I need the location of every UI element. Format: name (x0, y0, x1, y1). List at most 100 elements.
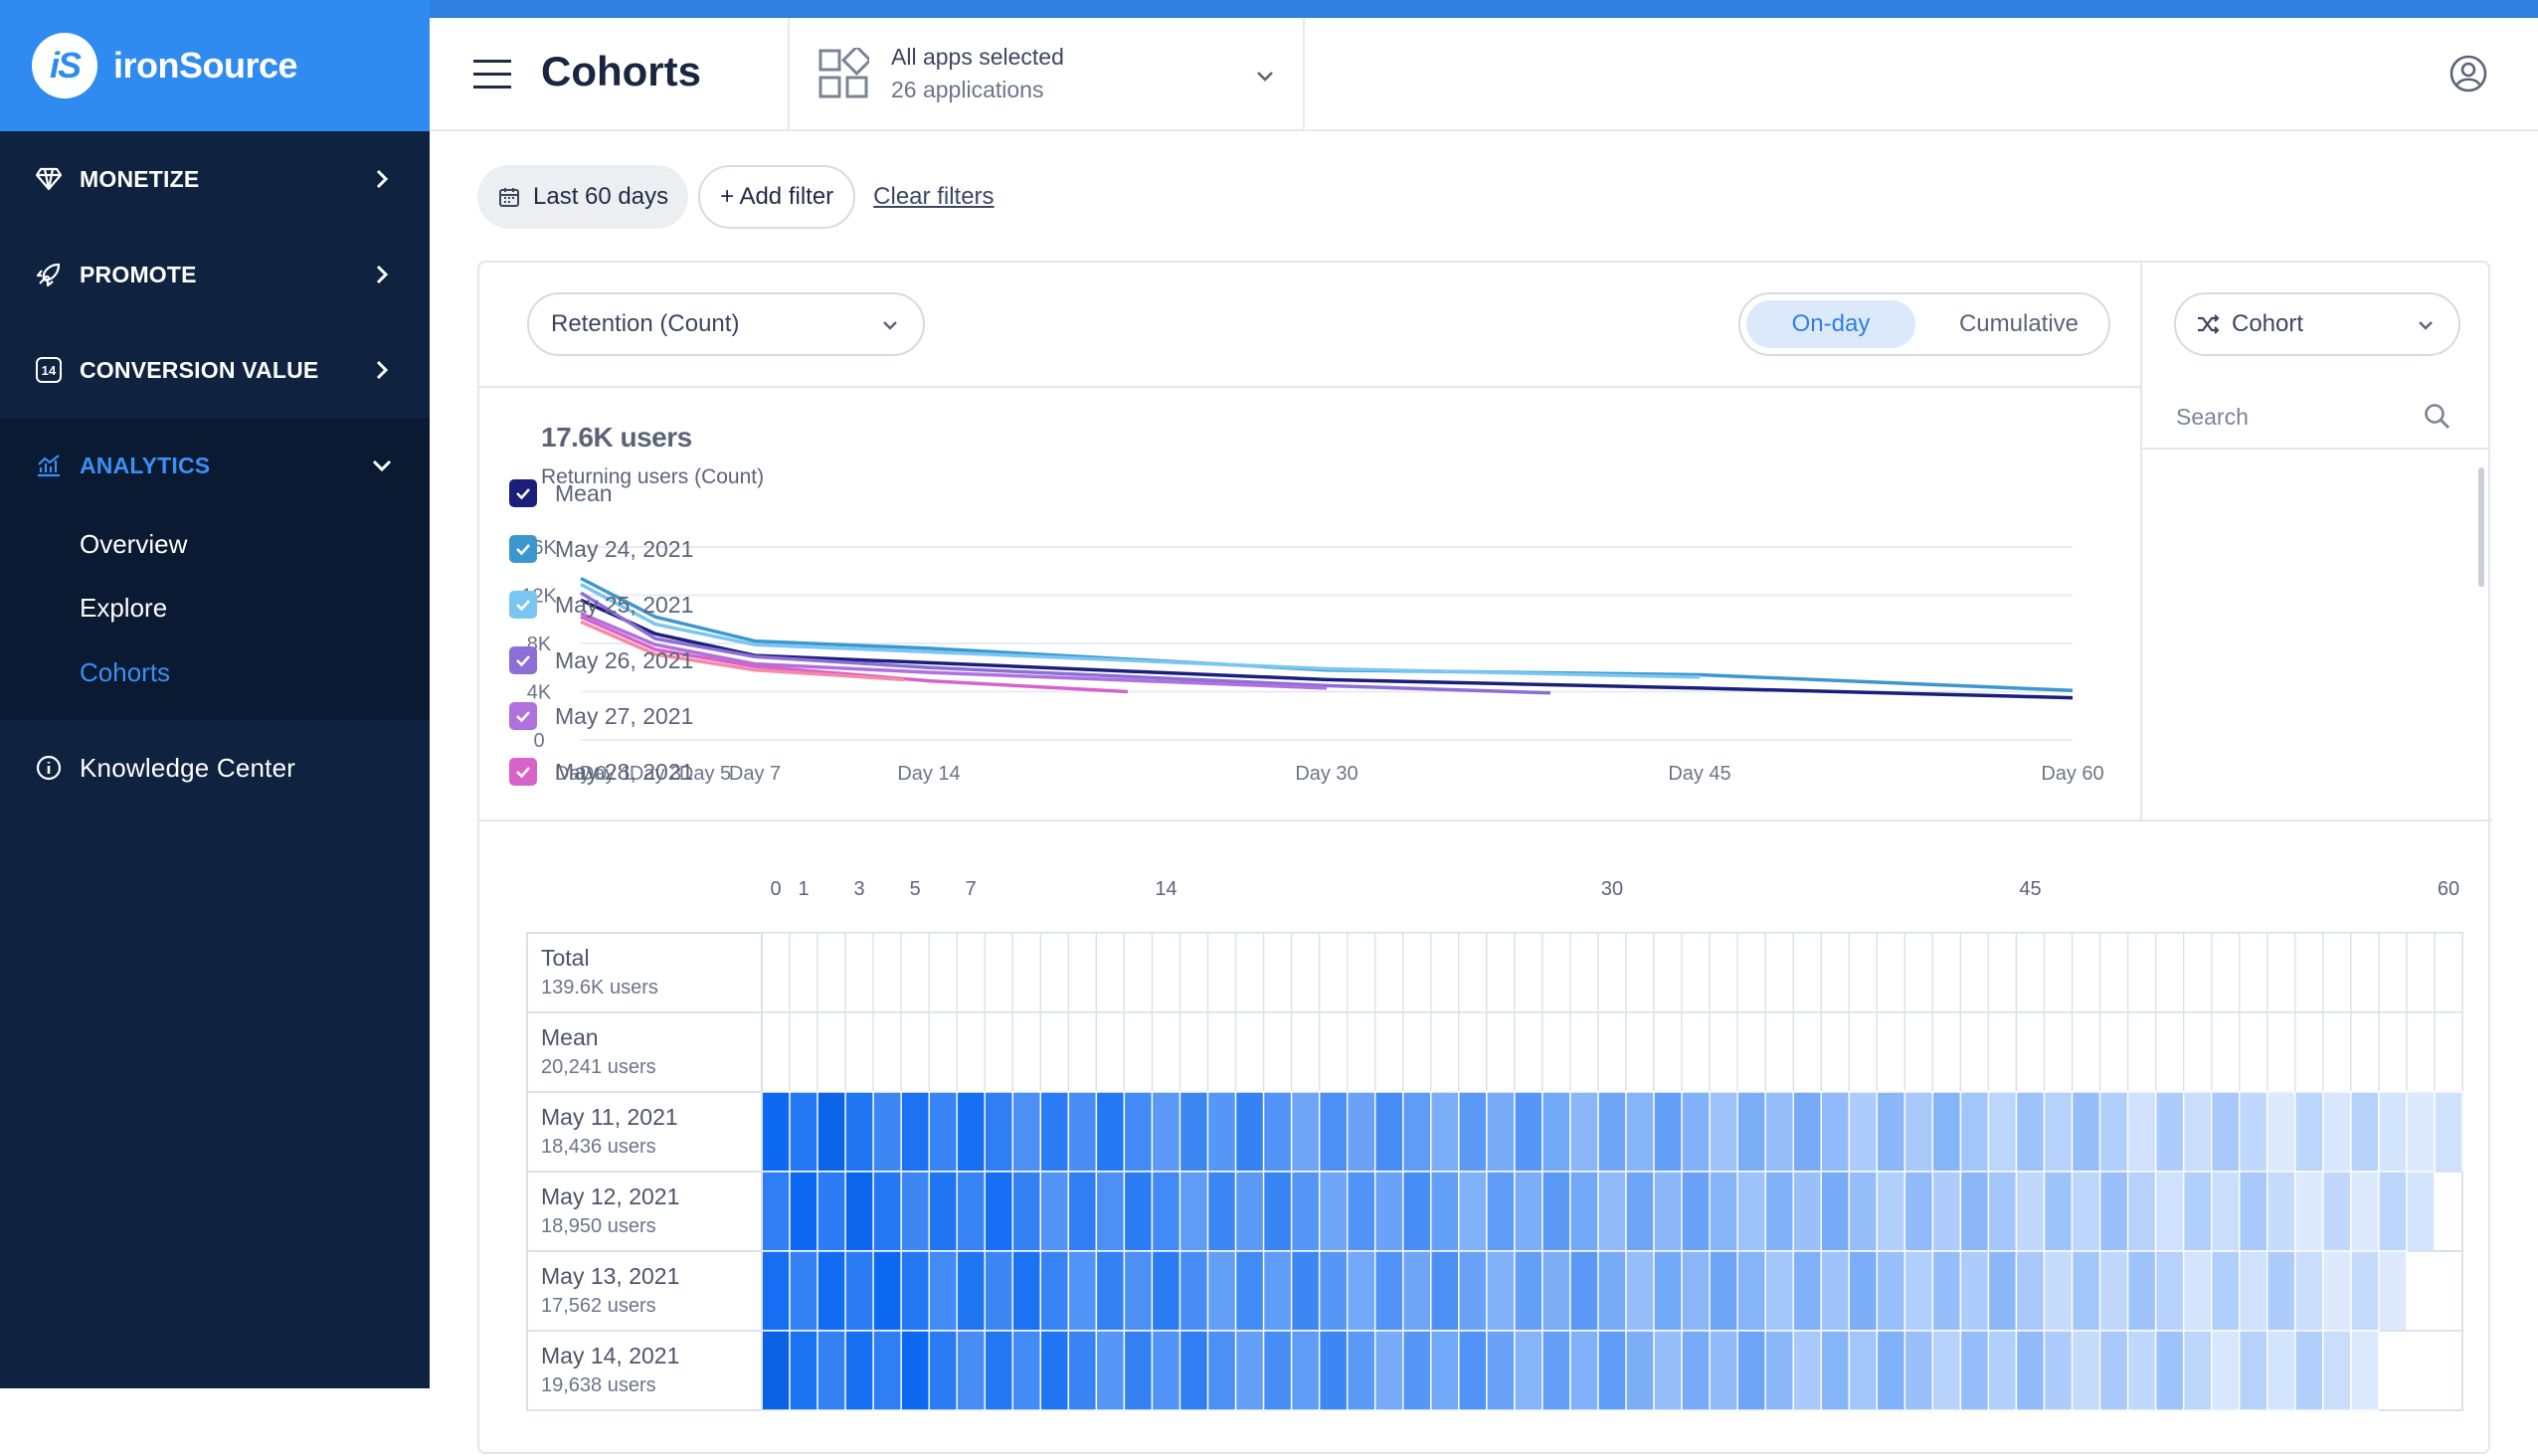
heatmap-cell[interactable] (1514, 1011, 1543, 1093)
legend-item[interactable]: May 25, 2021 (509, 585, 693, 625)
heatmap-cell[interactable] (1123, 1330, 1154, 1411)
series-line[interactable] (580, 620, 905, 682)
heatmap-cell[interactable] (1848, 932, 1879, 1013)
heatmap-cell[interactable] (2098, 932, 2129, 1013)
heatmap-cell[interactable] (1597, 1171, 1627, 1252)
heatmap-cell[interactable] (2182, 1330, 2213, 1411)
heatmap-cell[interactable] (956, 1011, 986, 1093)
menu-icon[interactable] (473, 60, 511, 90)
heatmap-cell[interactable] (1653, 1011, 1683, 1093)
heatmap-cell[interactable] (1402, 1091, 1432, 1173)
heatmap-cell[interactable] (1820, 932, 1850, 1013)
heatmap-cell[interactable] (984, 1171, 1013, 1252)
heatmap-cell[interactable] (2266, 1091, 2296, 1173)
heatmap-cell[interactable] (2350, 1330, 2380, 1411)
heatmap-cell[interactable] (1067, 932, 1098, 1013)
heatmap-cell[interactable] (2322, 1011, 2352, 1093)
heatmap-cell[interactable] (1736, 1171, 1766, 1252)
heatmap-cell[interactable] (1318, 1171, 1349, 1252)
checkbox-checked-icon[interactable] (509, 479, 537, 507)
heatmap-cell[interactable] (1569, 932, 1599, 1013)
heatmap-cell[interactable] (1123, 1250, 1154, 1332)
heatmap-cell[interactable] (1430, 1330, 1460, 1411)
subnav-explore[interactable]: Explore (80, 593, 168, 623)
heatmap-cell[interactable] (1541, 1091, 1571, 1173)
heatmap-cell[interactable] (928, 1011, 958, 1093)
heatmap-cell[interactable] (1876, 1171, 1906, 1252)
heatmap-cell[interactable] (2071, 1171, 2101, 1252)
heatmap-cell[interactable] (2378, 1011, 2408, 1093)
heatmap-cell[interactable] (2126, 1011, 2157, 1093)
heatmap-cell[interactable] (1458, 1330, 1488, 1411)
heatmap-cell[interactable] (928, 1171, 958, 1252)
heatmap-cell[interactable] (1290, 1091, 1321, 1173)
heatmap-cell[interactable] (1486, 1330, 1516, 1411)
heatmap-cell[interactable] (2126, 1330, 2157, 1411)
heatmap-cell[interactable] (1290, 1250, 1321, 1332)
heatmap-cell[interactable] (900, 1091, 930, 1173)
heatmap-cell[interactable] (1095, 1011, 1126, 1093)
heatmap-cell[interactable] (2406, 1091, 2436, 1173)
heatmap-cell[interactable] (1234, 1011, 1265, 1093)
heatmap-cell[interactable] (1039, 1091, 1070, 1173)
heatmap-cell[interactable] (844, 1011, 874, 1093)
heatmap-cell[interactable] (1653, 1250, 1683, 1332)
heatmap-cell[interactable] (761, 1250, 791, 1332)
heatmap-cell[interactable] (1931, 1011, 1962, 1093)
series-line[interactable] (580, 615, 1129, 694)
heatmap-cell[interactable] (1234, 1091, 1265, 1173)
heatmap-cell[interactable] (789, 1091, 818, 1173)
heatmap-cell[interactable] (1430, 1250, 1460, 1332)
heatmap-cell[interactable] (1178, 1011, 1209, 1093)
heatmap-cell[interactable] (1067, 1250, 1098, 1332)
heatmap-cell[interactable] (1374, 1091, 1404, 1173)
heatmap-cell[interactable] (2294, 1250, 2324, 1332)
heatmap-cell[interactable] (2098, 1171, 2129, 1252)
heatmap-cell[interactable] (1904, 1250, 1934, 1332)
heatmap-cell[interactable] (1178, 1091, 1209, 1173)
heatmap-cell[interactable] (1458, 1091, 1488, 1173)
heatmap-cell[interactable] (1820, 1330, 1850, 1411)
heatmap-cell[interactable] (844, 1330, 874, 1411)
heatmap-cell[interactable] (984, 1250, 1013, 1332)
heatmap-cell[interactable] (761, 1171, 791, 1252)
heatmap-cell[interactable] (1597, 1330, 1627, 1411)
heatmap-cell[interactable] (1151, 1250, 1181, 1332)
heatmap-cell[interactable] (1178, 1250, 1209, 1332)
heatmap-cell[interactable] (2350, 1250, 2380, 1332)
heatmap-cell[interactable] (1374, 1250, 1404, 1332)
heatmap-cell[interactable] (928, 1091, 958, 1173)
group-by-select[interactable]: Cohort (2174, 292, 2460, 356)
heatmap-cell[interactable] (1374, 932, 1404, 1013)
heatmap-cell[interactable] (1569, 1250, 1599, 1332)
legend-item[interactable]: May 24, 2021 (509, 529, 693, 569)
heatmap-cell[interactable] (1541, 932, 1571, 1013)
heatmap-cell[interactable] (1486, 932, 1516, 1013)
heatmap-cell[interactable] (1681, 1091, 1711, 1173)
heatmap-cell[interactable] (1848, 1091, 1879, 1173)
heatmap-cell[interactable] (1067, 1011, 1098, 1093)
heatmap-cell[interactable] (1820, 1011, 1850, 1093)
heatmap-cell[interactable] (2071, 1011, 2101, 1093)
heatmap-cell[interactable] (1290, 1330, 1321, 1411)
heatmap-cell[interactable] (816, 1171, 846, 1252)
heatmap-cell[interactable] (1206, 1250, 1237, 1332)
checkbox-checked-icon[interactable] (509, 758, 537, 786)
heatmap-cell[interactable] (1848, 1330, 1879, 1411)
heatmap-cell[interactable] (2211, 1330, 2241, 1411)
checkbox-checked-icon[interactable] (509, 646, 537, 674)
heatmap-cell[interactable] (2182, 1011, 2213, 1093)
heatmap-cell[interactable] (1458, 1011, 1488, 1093)
heatmap-cell[interactable] (1514, 1250, 1543, 1332)
heatmap-cell[interactable] (2266, 932, 2296, 1013)
heatmap-cell[interactable] (2266, 1330, 2296, 1411)
heatmap-cell[interactable] (1151, 1011, 1181, 1093)
heatmap-cell[interactable] (1095, 1091, 1126, 1173)
heatmap-cell[interactable] (2126, 1250, 2157, 1332)
heatmap-cell[interactable] (1234, 1330, 1265, 1411)
heatmap-cell[interactable] (1541, 1011, 1571, 1093)
heatmap-cell[interactable] (2182, 1250, 2213, 1332)
heatmap-cell[interactable] (2239, 1011, 2268, 1093)
heatmap-cell[interactable] (1346, 1011, 1376, 1093)
heatmap-cell[interactable] (1514, 1330, 1543, 1411)
